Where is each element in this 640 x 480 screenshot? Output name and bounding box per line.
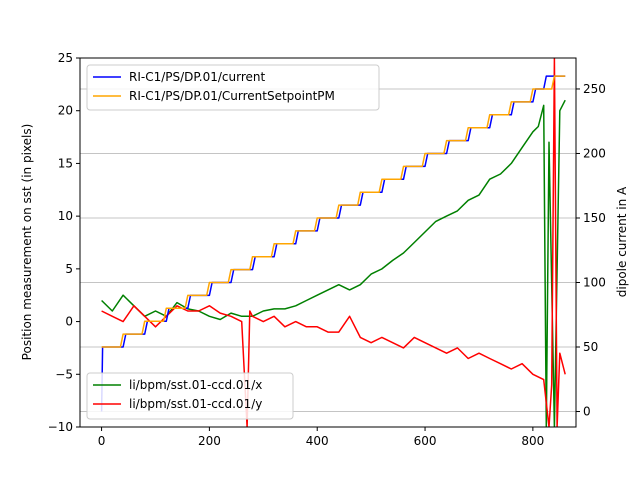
- left-tick-label: 0: [65, 315, 73, 329]
- x-tick-label: 600: [414, 434, 437, 448]
- left-axis-title: Position measurement on sst (in pixels): [20, 124, 34, 361]
- left-tick-label: 25: [58, 51, 73, 65]
- legend-label: li/bpm/sst.01-ccd.01/x: [129, 378, 262, 392]
- left-tick-label: 5: [65, 262, 73, 276]
- x-tick-label: 800: [521, 434, 544, 448]
- x-tick-label: 0: [98, 434, 106, 448]
- right-tick-label: 250: [583, 82, 606, 96]
- legend-label: RI-C1/PS/DP.01/current: [129, 70, 265, 84]
- legend-box: [86, 64, 380, 111]
- right-tick-label: 150: [583, 211, 606, 225]
- right-axis-title: dipole current in A: [615, 186, 629, 297]
- left-tick-label: 20: [58, 104, 73, 118]
- left-tick-label: −5: [55, 367, 73, 381]
- right-tick-label: 0: [583, 405, 591, 419]
- series-line-li-bpm-sst-01-ccd-01-y: [101, 58, 566, 427]
- legend-box: [86, 372, 294, 420]
- left-tick-label: −10: [48, 420, 73, 434]
- x-tick-label: 400: [306, 434, 329, 448]
- right-tick-label: 50: [583, 340, 598, 354]
- left-tick-label: 10: [58, 209, 73, 223]
- legend-label: li/bpm/sst.01-ccd.01/y: [129, 397, 262, 411]
- x-tick-label: 200: [198, 434, 221, 448]
- right-tick-label: 200: [583, 146, 606, 160]
- plot-frame: [79, 57, 577, 428]
- left-tick-label: 15: [58, 156, 73, 170]
- right-tick-label: 100: [583, 275, 606, 289]
- series-line-ri-c1-ps-dp-01-currentsetpointpm: [101, 75, 566, 348]
- legend-label: RI-C1/PS/DP.01/CurrentSetpointPM: [129, 89, 335, 103]
